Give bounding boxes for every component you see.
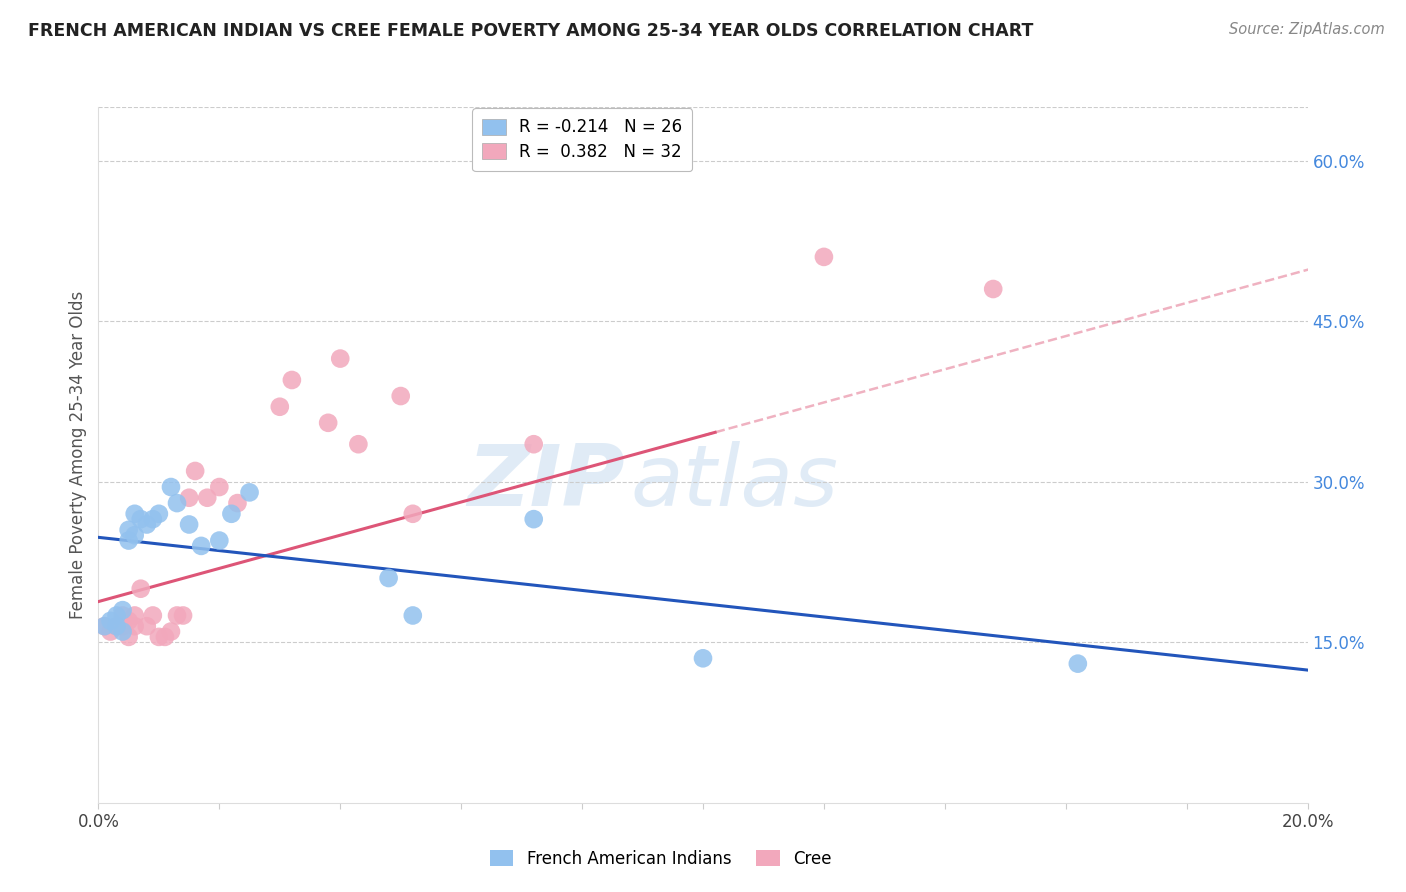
Point (692, 651, 714, 665)
Point (124, 608, 146, 623)
Point (118, 533, 141, 548)
Point (93, 619, 115, 633)
Point (1067, 657, 1090, 671)
Y-axis label: Female Poverty Among 25-34 Year Olds: Female Poverty Among 25-34 Year Olds (69, 291, 87, 619)
Text: FRENCH AMERICAN INDIAN VS CREE FEMALE POVERTY AMONG 25-34 YEAR OLDS CORRELATION : FRENCH AMERICAN INDIAN VS CREE FEMALE PO… (28, 22, 1033, 40)
Point (105, 619, 128, 633)
Point (129, 582, 152, 596)
Point (329, 351, 352, 366)
Point (377, 571, 399, 585)
Point (118, 523, 141, 537)
Point (166, 496, 188, 510)
Point (190, 539, 212, 553)
Legend: French American Indians, Cree: French American Indians, Cree (484, 844, 838, 875)
Point (239, 485, 262, 500)
Point (100, 624, 122, 639)
Point (160, 624, 183, 639)
Point (221, 507, 243, 521)
Point (389, 389, 412, 403)
Point (135, 517, 157, 532)
Point (208, 480, 231, 494)
Point (111, 619, 134, 633)
Point (402, 608, 425, 623)
Point (195, 491, 218, 505)
Point (148, 507, 170, 521)
Point (402, 507, 425, 521)
Point (160, 480, 183, 494)
Point (124, 619, 146, 633)
Point (226, 496, 249, 510)
Point (281, 373, 304, 387)
Point (129, 512, 152, 526)
Point (142, 608, 165, 623)
Point (179, 491, 201, 505)
Point (111, 608, 134, 623)
Point (347, 437, 370, 451)
Point (111, 603, 134, 617)
Point (153, 630, 176, 644)
Point (523, 512, 546, 526)
Point (981, 282, 1004, 296)
Point (208, 533, 231, 548)
Point (100, 614, 122, 628)
Point (93, 619, 115, 633)
Point (179, 517, 201, 532)
Point (813, 250, 835, 264)
Point (269, 400, 291, 414)
Point (105, 608, 128, 623)
Point (523, 437, 546, 451)
Point (135, 619, 157, 633)
Point (148, 630, 170, 644)
Point (184, 464, 207, 478)
Point (124, 528, 146, 542)
Point (142, 512, 165, 526)
Point (166, 608, 188, 623)
Text: ZIP: ZIP (467, 442, 624, 524)
Point (172, 608, 194, 623)
Text: Source: ZipAtlas.com: Source: ZipAtlas.com (1229, 22, 1385, 37)
Point (316, 416, 339, 430)
Point (105, 619, 128, 633)
Legend: R = -0.214   N = 26, R =  0.382   N = 32: R = -0.214 N = 26, R = 0.382 N = 32 (472, 109, 692, 171)
Text: atlas: atlas (630, 442, 838, 524)
Point (124, 507, 146, 521)
Point (118, 630, 141, 644)
Point (111, 624, 134, 639)
Point (118, 614, 141, 628)
